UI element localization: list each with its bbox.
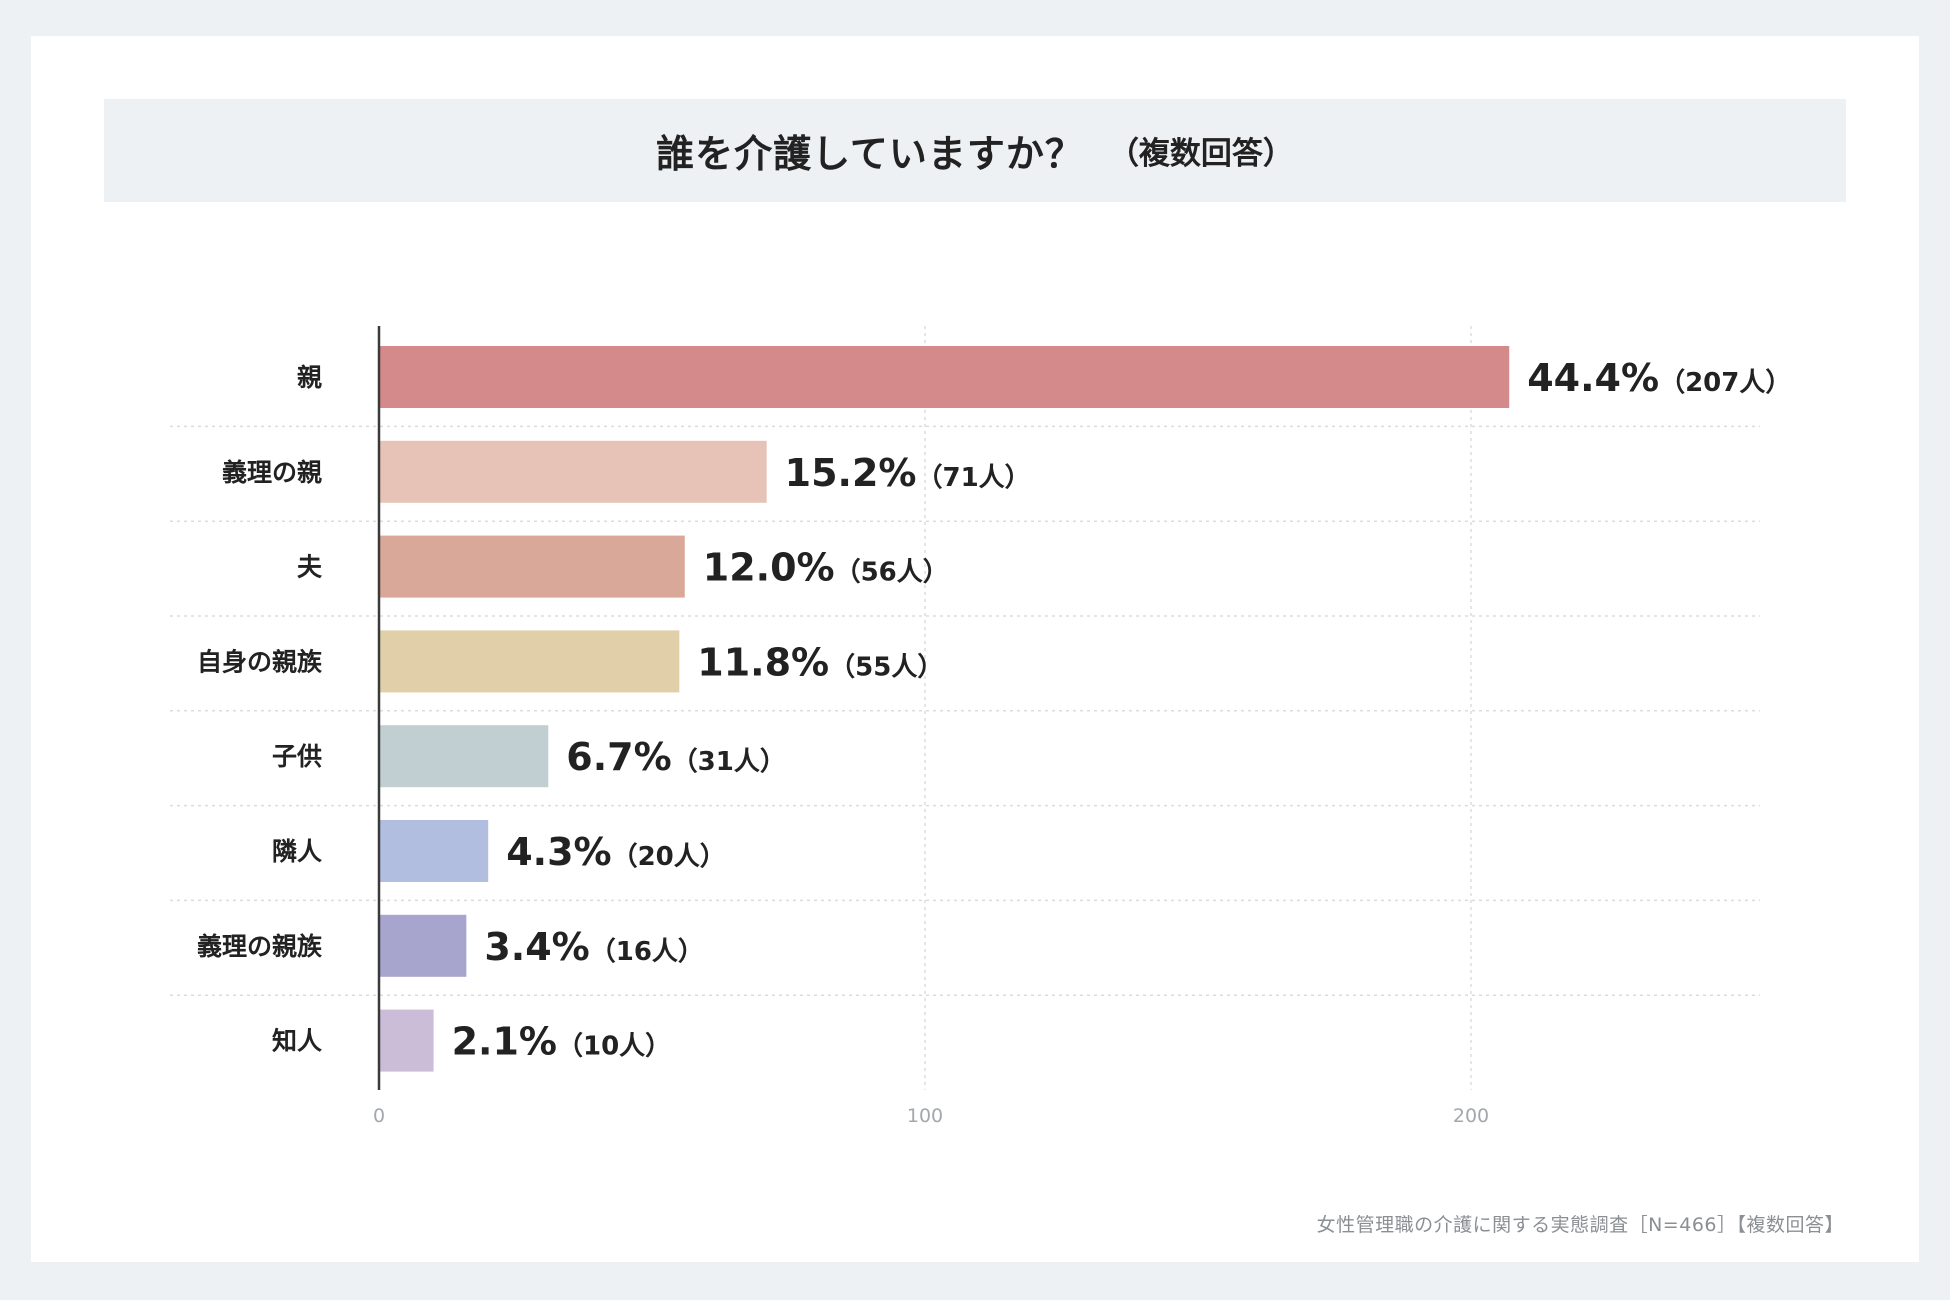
percent-label: 12.0% <box>703 546 835 590</box>
data-label: 11.8%（55人） <box>697 640 943 684</box>
percent-label: 6.7% <box>566 735 671 779</box>
bar <box>379 1009 434 1072</box>
data-label: 6.7%（31人） <box>566 735 786 779</box>
count-label: （55人） <box>829 652 943 682</box>
bar <box>379 440 767 503</box>
bar <box>379 630 680 693</box>
percent-label: 15.2% <box>785 451 917 495</box>
percent-label: 11.8% <box>697 640 829 684</box>
percent-label: 4.3% <box>506 830 611 874</box>
chart-card <box>31 36 1919 1262</box>
bar <box>379 346 1510 408</box>
count-label: （71人） <box>917 463 1031 493</box>
data-label: 3.4%（16人） <box>484 925 704 969</box>
bar <box>379 725 549 788</box>
category-label: 子供 <box>272 742 322 771</box>
count-label: （31人） <box>672 747 786 777</box>
count-label: （10人） <box>557 1032 671 1062</box>
percent-label: 44.4% <box>1527 356 1659 400</box>
data-label: 15.2%（71人） <box>785 451 1031 495</box>
bar <box>379 535 685 598</box>
category-label: 知人 <box>272 1027 322 1056</box>
data-label: 2.1%（10人） <box>452 1020 672 1064</box>
x-tick-label: 200 <box>1453 1105 1489 1127</box>
category-label: 自身の親族 <box>197 647 323 676</box>
x-tick-label: 0 <box>373 1105 385 1127</box>
bar <box>379 914 467 977</box>
bar <box>379 820 489 882</box>
count-label: （16人） <box>590 937 704 967</box>
data-label: 4.3%（20人） <box>506 830 726 874</box>
percent-label: 3.4% <box>484 925 589 969</box>
count-label: （20人） <box>612 842 726 872</box>
count-label: （56人） <box>835 558 949 588</box>
title-band: 誰を介護していますか？ （複数回答） <box>104 99 1846 202</box>
data-label: 44.4%（207人） <box>1527 356 1791 400</box>
category-label: 隣人 <box>272 837 322 866</box>
x-tick-label: 100 <box>907 1105 943 1127</box>
chart-subtitle: （複数回答） <box>1107 136 1294 172</box>
category-label: 親 <box>297 363 322 392</box>
count-label: （207人） <box>1659 368 1791 398</box>
chart-title: 誰を介護していますか？ <box>656 132 1084 176</box>
percent-label: 2.1% <box>452 1020 557 1064</box>
category-label: 義理の親族 <box>197 932 323 961</box>
category-label: 夫 <box>297 553 323 582</box>
category-label: 義理の親 <box>222 458 322 487</box>
footnote: 女性管理職の介護に関する実態調査［N=466］【複数回答】 <box>1316 1214 1844 1236</box>
data-label: 12.0%（56人） <box>703 546 949 590</box>
